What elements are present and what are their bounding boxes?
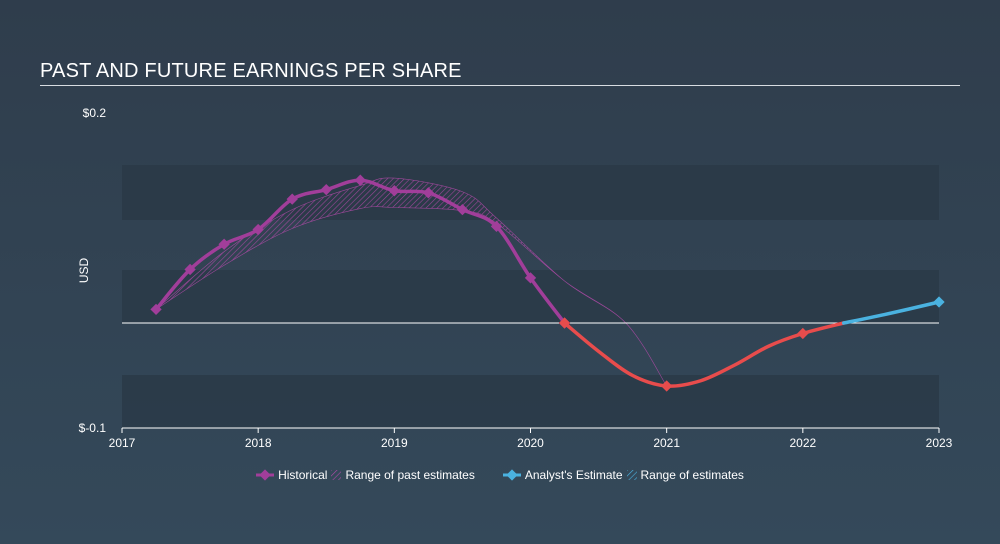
legend-analyst-group: Analyst's Estimate Range of estimates <box>502 468 744 482</box>
historical-point <box>150 303 162 316</box>
y-tick-label-top: $0.2 <box>83 106 107 120</box>
background-band <box>122 375 939 428</box>
historical-point <box>354 174 366 186</box>
y-tick-label-bottom: $-0.1 <box>79 421 107 435</box>
x-tick-label: 2022 <box>789 436 816 450</box>
x-tick-label: 2019 <box>381 436 408 450</box>
legend-analyst-label: Analyst's Estimate <box>524 468 623 482</box>
historical-point <box>218 238 230 250</box>
historical-point <box>456 203 469 216</box>
x-tick-label: 2021 <box>653 436 680 450</box>
chart-legend: Historical Range of past estimates Analy… <box>0 468 1000 482</box>
forecast-red-point <box>797 327 809 340</box>
historical-point <box>490 220 503 233</box>
analyst-estimate-point <box>933 296 945 308</box>
analyst-estimate-line <box>841 300 941 325</box>
forecast-red-point <box>558 317 571 329</box>
historical-point <box>252 223 264 236</box>
legend-past-range-label: Range of past estimates <box>345 468 475 482</box>
x-axis-ticks: 2017 2018 2019 2020 2021 2022 2023 <box>109 428 953 450</box>
background-band <box>122 165 939 220</box>
x-tick-label: 2017 <box>109 436 136 450</box>
legend-historical-group: Historical Range of past estimates <box>256 468 475 482</box>
legend-future-range-label: Range of estimates <box>640 468 744 482</box>
historical-legend-icon <box>256 469 275 481</box>
historical-point <box>422 187 435 199</box>
analyst-legend-icon <box>502 469 521 481</box>
future-range-legend-icon <box>626 470 637 480</box>
historical-point <box>320 183 332 196</box>
forecast-red-line <box>562 321 846 388</box>
x-tick-label: 2023 <box>926 436 953 450</box>
historical-point <box>388 185 400 197</box>
legend-historical-label: Historical <box>278 468 328 482</box>
x-tick-label: 2020 <box>517 436 544 450</box>
historical-point <box>184 263 196 276</box>
series-markers <box>150 174 945 392</box>
historical-point <box>286 193 298 205</box>
chart-title: PAST AND FUTURE EARNINGS PER SHARE <box>40 60 462 82</box>
y-axis-label: USD <box>77 258 91 284</box>
background-bands <box>122 165 939 428</box>
forecast-red-point <box>661 380 673 392</box>
historical-point <box>524 272 537 284</box>
past-range-legend-icon <box>331 470 342 480</box>
title-divider <box>40 85 960 86</box>
x-tick-label: 2018 <box>245 436 272 450</box>
